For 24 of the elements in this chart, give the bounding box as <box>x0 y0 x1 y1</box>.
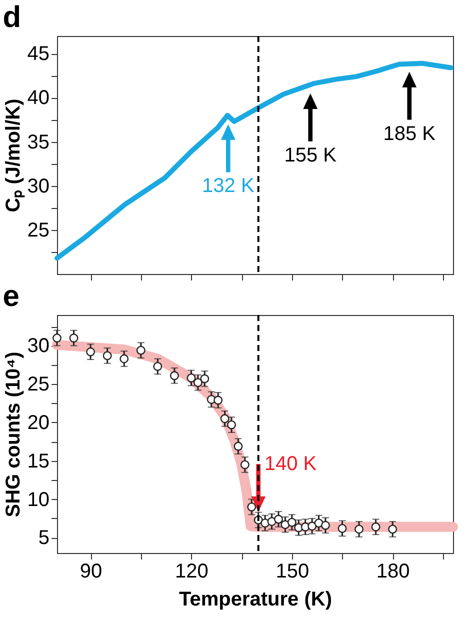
x-tick-label: 150 <box>276 560 310 582</box>
y-tick-label: 5 <box>38 527 50 550</box>
y-tick-label: 40 <box>27 87 50 110</box>
x-axis-title: Temperature (K) <box>179 588 332 610</box>
y-tick-label: 30 <box>27 335 50 358</box>
y-axis-title: Cₚ (J/mol/K) <box>2 98 26 212</box>
y-tick-label: 20 <box>27 412 50 434</box>
x-tick-label: 90 <box>80 560 102 582</box>
chart-title: e <box>2 280 20 313</box>
annotation: 132 K <box>202 175 255 198</box>
y-tick-label: 45 <box>27 43 50 66</box>
annotation: 185 K <box>383 122 436 145</box>
y-tick-label: 25 <box>27 219 50 242</box>
y-tick-label: 10 <box>27 488 50 511</box>
chart-title: d <box>2 1 22 34</box>
y-tick-label: 25 <box>27 374 50 396</box>
y-tick-label: 30 <box>27 175 50 198</box>
y-tick-label: 15 <box>27 450 50 472</box>
y-axis-title: SHG counts (10⁴) <box>2 352 24 518</box>
annotation: 155 K <box>284 144 338 166</box>
x-tick-label: 180 <box>376 560 410 582</box>
y-tick-label: 35 <box>27 131 50 154</box>
annotation: 140 K <box>264 452 318 475</box>
x-tick-label: 120 <box>175 560 208 582</box>
